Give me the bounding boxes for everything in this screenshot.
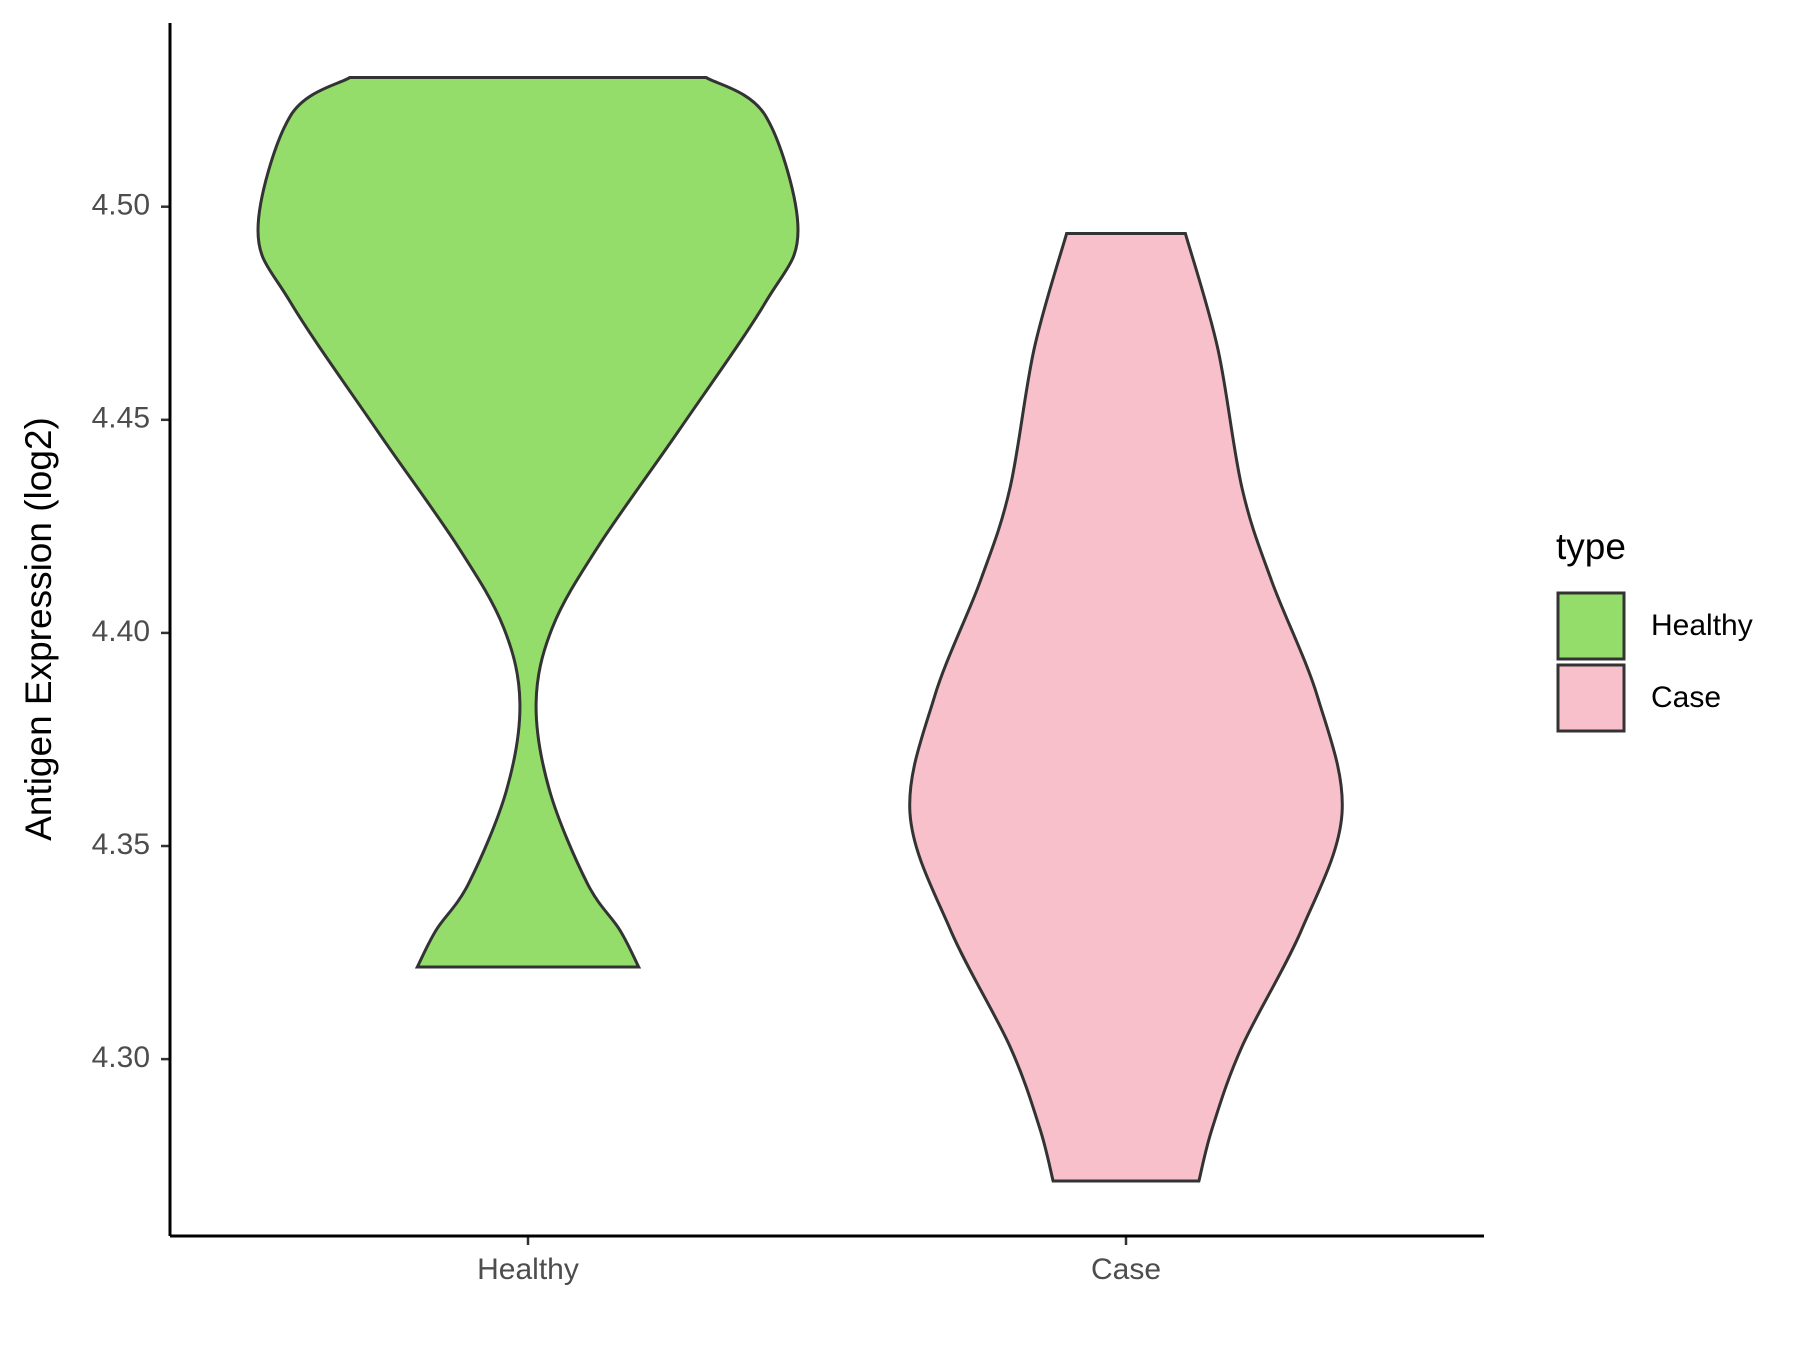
y-tick-label: 4.50 xyxy=(92,189,150,222)
y-tick-label: 4.45 xyxy=(92,402,150,435)
y-tick-label: 4.35 xyxy=(92,828,150,861)
violin xyxy=(256,76,800,969)
y-tick-label: 4.30 xyxy=(92,1041,150,1074)
x-tick-label: Case xyxy=(1091,1253,1161,1286)
legend-title: type xyxy=(1556,526,1626,567)
legend-key xyxy=(1556,591,1626,661)
violin xyxy=(908,232,1344,1183)
legend-label: Healthy xyxy=(1651,609,1753,642)
x-tick-label: Healthy xyxy=(477,1253,579,1286)
legend-label: Case xyxy=(1651,681,1721,714)
y-tick-label: 4.40 xyxy=(92,615,150,648)
legend-key xyxy=(1556,663,1626,733)
y-axis-label: Antigen Expression (log2) xyxy=(18,417,59,841)
